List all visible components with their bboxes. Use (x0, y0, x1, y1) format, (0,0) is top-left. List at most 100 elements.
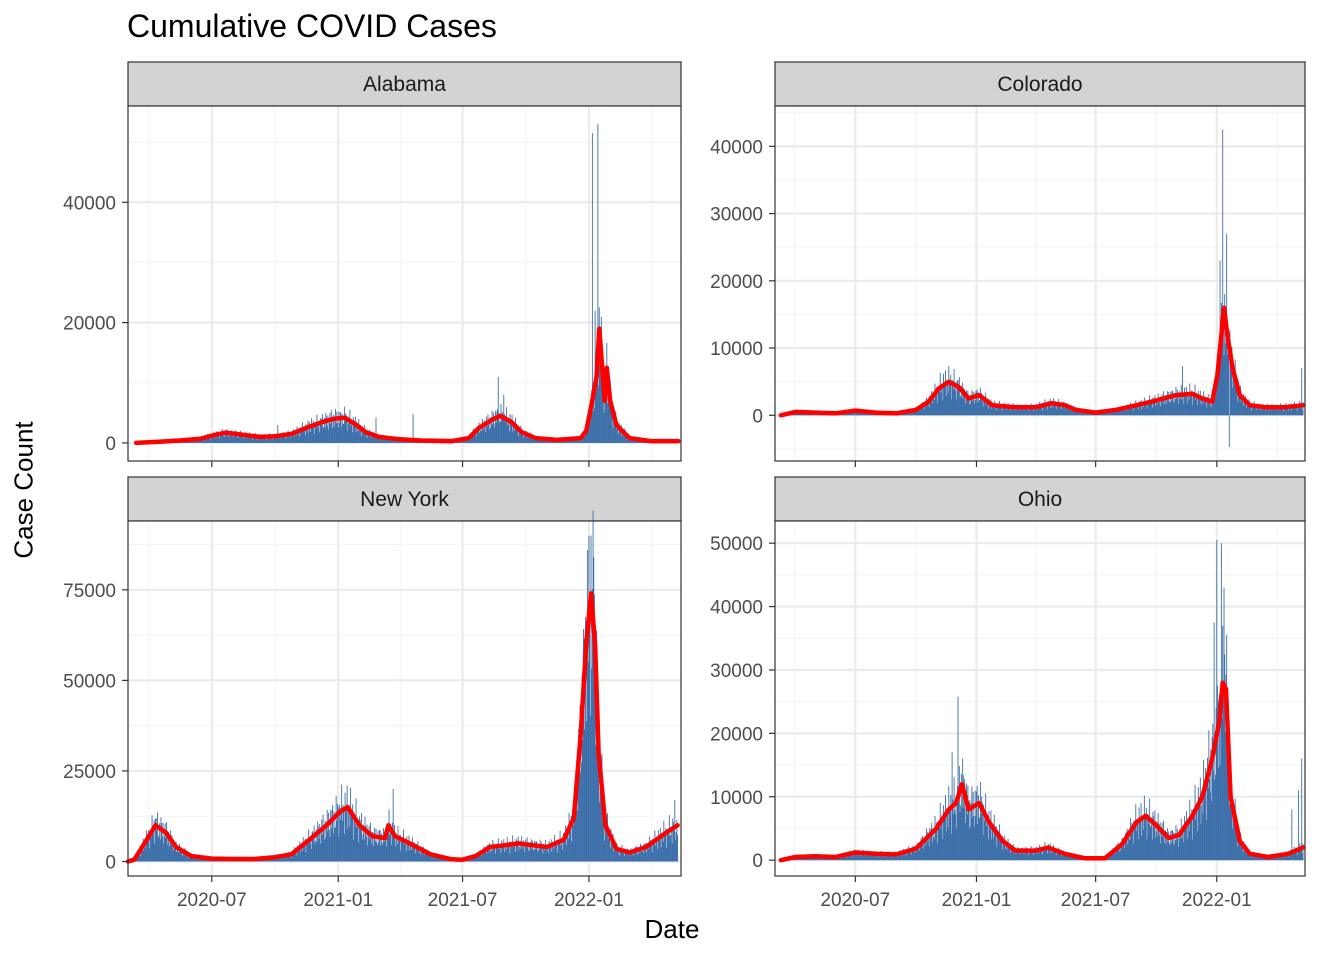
daily-case-bar (859, 850, 861, 861)
daily-case-bar (440, 857, 442, 862)
daily-case-bar (289, 853, 291, 862)
daily-case-bar (1174, 398, 1176, 416)
daily-case-bar (1226, 754, 1228, 861)
daily-case-bar (1172, 391, 1174, 416)
daily-case-bar (893, 854, 894, 861)
daily-case-bar (405, 851, 407, 862)
daily-case-bar (471, 858, 472, 862)
daily-case-bar (667, 828, 669, 862)
daily-case-bar (212, 436, 213, 443)
daily-case-bar (1232, 387, 1234, 416)
daily-case-bar (967, 390, 969, 416)
daily-case-bar (1004, 849, 1006, 861)
daily-case-bar (159, 823, 161, 862)
daily-case-bar (402, 842, 404, 862)
daily-case-bar (870, 855, 872, 861)
daily-case-bar (487, 850, 489, 862)
daily-case-bar (1071, 856, 1073, 861)
daily-case-bar (227, 435, 229, 443)
daily-case-bar (219, 434, 221, 443)
daily-case-bar (1283, 853, 1285, 861)
daily-case-bar (534, 849, 536, 862)
daily-case-bar (418, 851, 420, 862)
daily-case-bar (1240, 846, 1242, 861)
daily-case-bar (431, 855, 433, 862)
daily-case-bar (218, 431, 220, 443)
daily-case-bar (941, 385, 943, 416)
daily-case-bar (201, 859, 203, 862)
daily-case-bar (806, 858, 808, 861)
daily-case-bar (1042, 404, 1044, 416)
daily-case-bar (547, 853, 549, 862)
daily-case-bar (571, 841, 573, 862)
daily-case-bar (372, 437, 374, 443)
daily-case-bar (292, 431, 294, 443)
daily-case-bar (941, 385, 943, 416)
daily-case-bar (991, 408, 993, 416)
daily-case-bar (936, 386, 938, 416)
daily-case-bar (1153, 826, 1155, 861)
daily-case-bar (423, 853, 425, 862)
daily-case-bar (949, 380, 950, 416)
daily-case-bar (1186, 403, 1188, 416)
daily-case-bar (923, 409, 925, 416)
daily-case-bar (302, 422, 303, 443)
daily-case-bar (332, 427, 334, 443)
daily-case-bar (391, 844, 393, 862)
daily-case-bar (409, 850, 411, 862)
daily-case-bar (359, 819, 361, 862)
daily-case-bar (486, 416, 488, 443)
daily-case-bar (282, 432, 284, 443)
daily-case-bar (592, 510, 594, 862)
daily-case-bar (1070, 408, 1072, 416)
facet-strip-label: New York (360, 488, 449, 511)
daily-case-bar (227, 429, 229, 443)
daily-case-bar (898, 853, 900, 861)
daily-case-bar (866, 850, 868, 861)
daily-case-bar (504, 414, 505, 443)
daily-case-bar (1236, 821, 1237, 861)
daily-case-bar (323, 426, 325, 443)
daily-case-bar (610, 407, 612, 443)
daily-case-bar (1180, 831, 1182, 861)
daily-case-bar (1197, 405, 1199, 416)
daily-case-bar (1114, 853, 1116, 861)
daily-case-bar (490, 844, 492, 862)
daily-case-bar (377, 830, 379, 862)
daily-case-bar (332, 805, 334, 862)
daily-case-bar (510, 843, 512, 862)
daily-case-bar (591, 390, 593, 443)
daily-case-bar (947, 827, 949, 861)
daily-case-bar (674, 799, 676, 862)
daily-case-bar (308, 433, 310, 443)
daily-case-bar (298, 428, 300, 443)
daily-case-bar (473, 858, 474, 862)
daily-case-bar (1011, 845, 1013, 861)
daily-case-bar (990, 810, 992, 861)
daily-case-bar (947, 811, 948, 861)
daily-case-bar (1282, 411, 1284, 416)
daily-case-bar (299, 428, 301, 443)
daily-case-bar (251, 434, 253, 443)
daily-case-bar (627, 855, 629, 862)
daily-case-bar (1026, 408, 1027, 416)
daily-case-bar (311, 425, 313, 443)
daily-case-bar (383, 828, 384, 862)
daily-case-bar (1266, 404, 1268, 416)
daily-case-bar (597, 124, 599, 443)
daily-case-bar (384, 831, 386, 862)
daily-case-bar (1251, 405, 1253, 416)
daily-case-bar (543, 849, 545, 862)
daily-case-bar (948, 366, 950, 416)
daily-case-bar (666, 847, 668, 862)
daily-case-bar (408, 835, 410, 862)
daily-case-bar (1180, 394, 1182, 416)
daily-case-bar (618, 855, 620, 862)
daily-case-bar (1009, 404, 1011, 416)
daily-case-bar (1054, 851, 1056, 861)
daily-case-bar (498, 412, 500, 443)
daily-case-bar (513, 846, 515, 862)
daily-case-bar (1057, 406, 1059, 416)
daily-case-bar (1301, 368, 1303, 416)
daily-case-bar (624, 848, 626, 862)
